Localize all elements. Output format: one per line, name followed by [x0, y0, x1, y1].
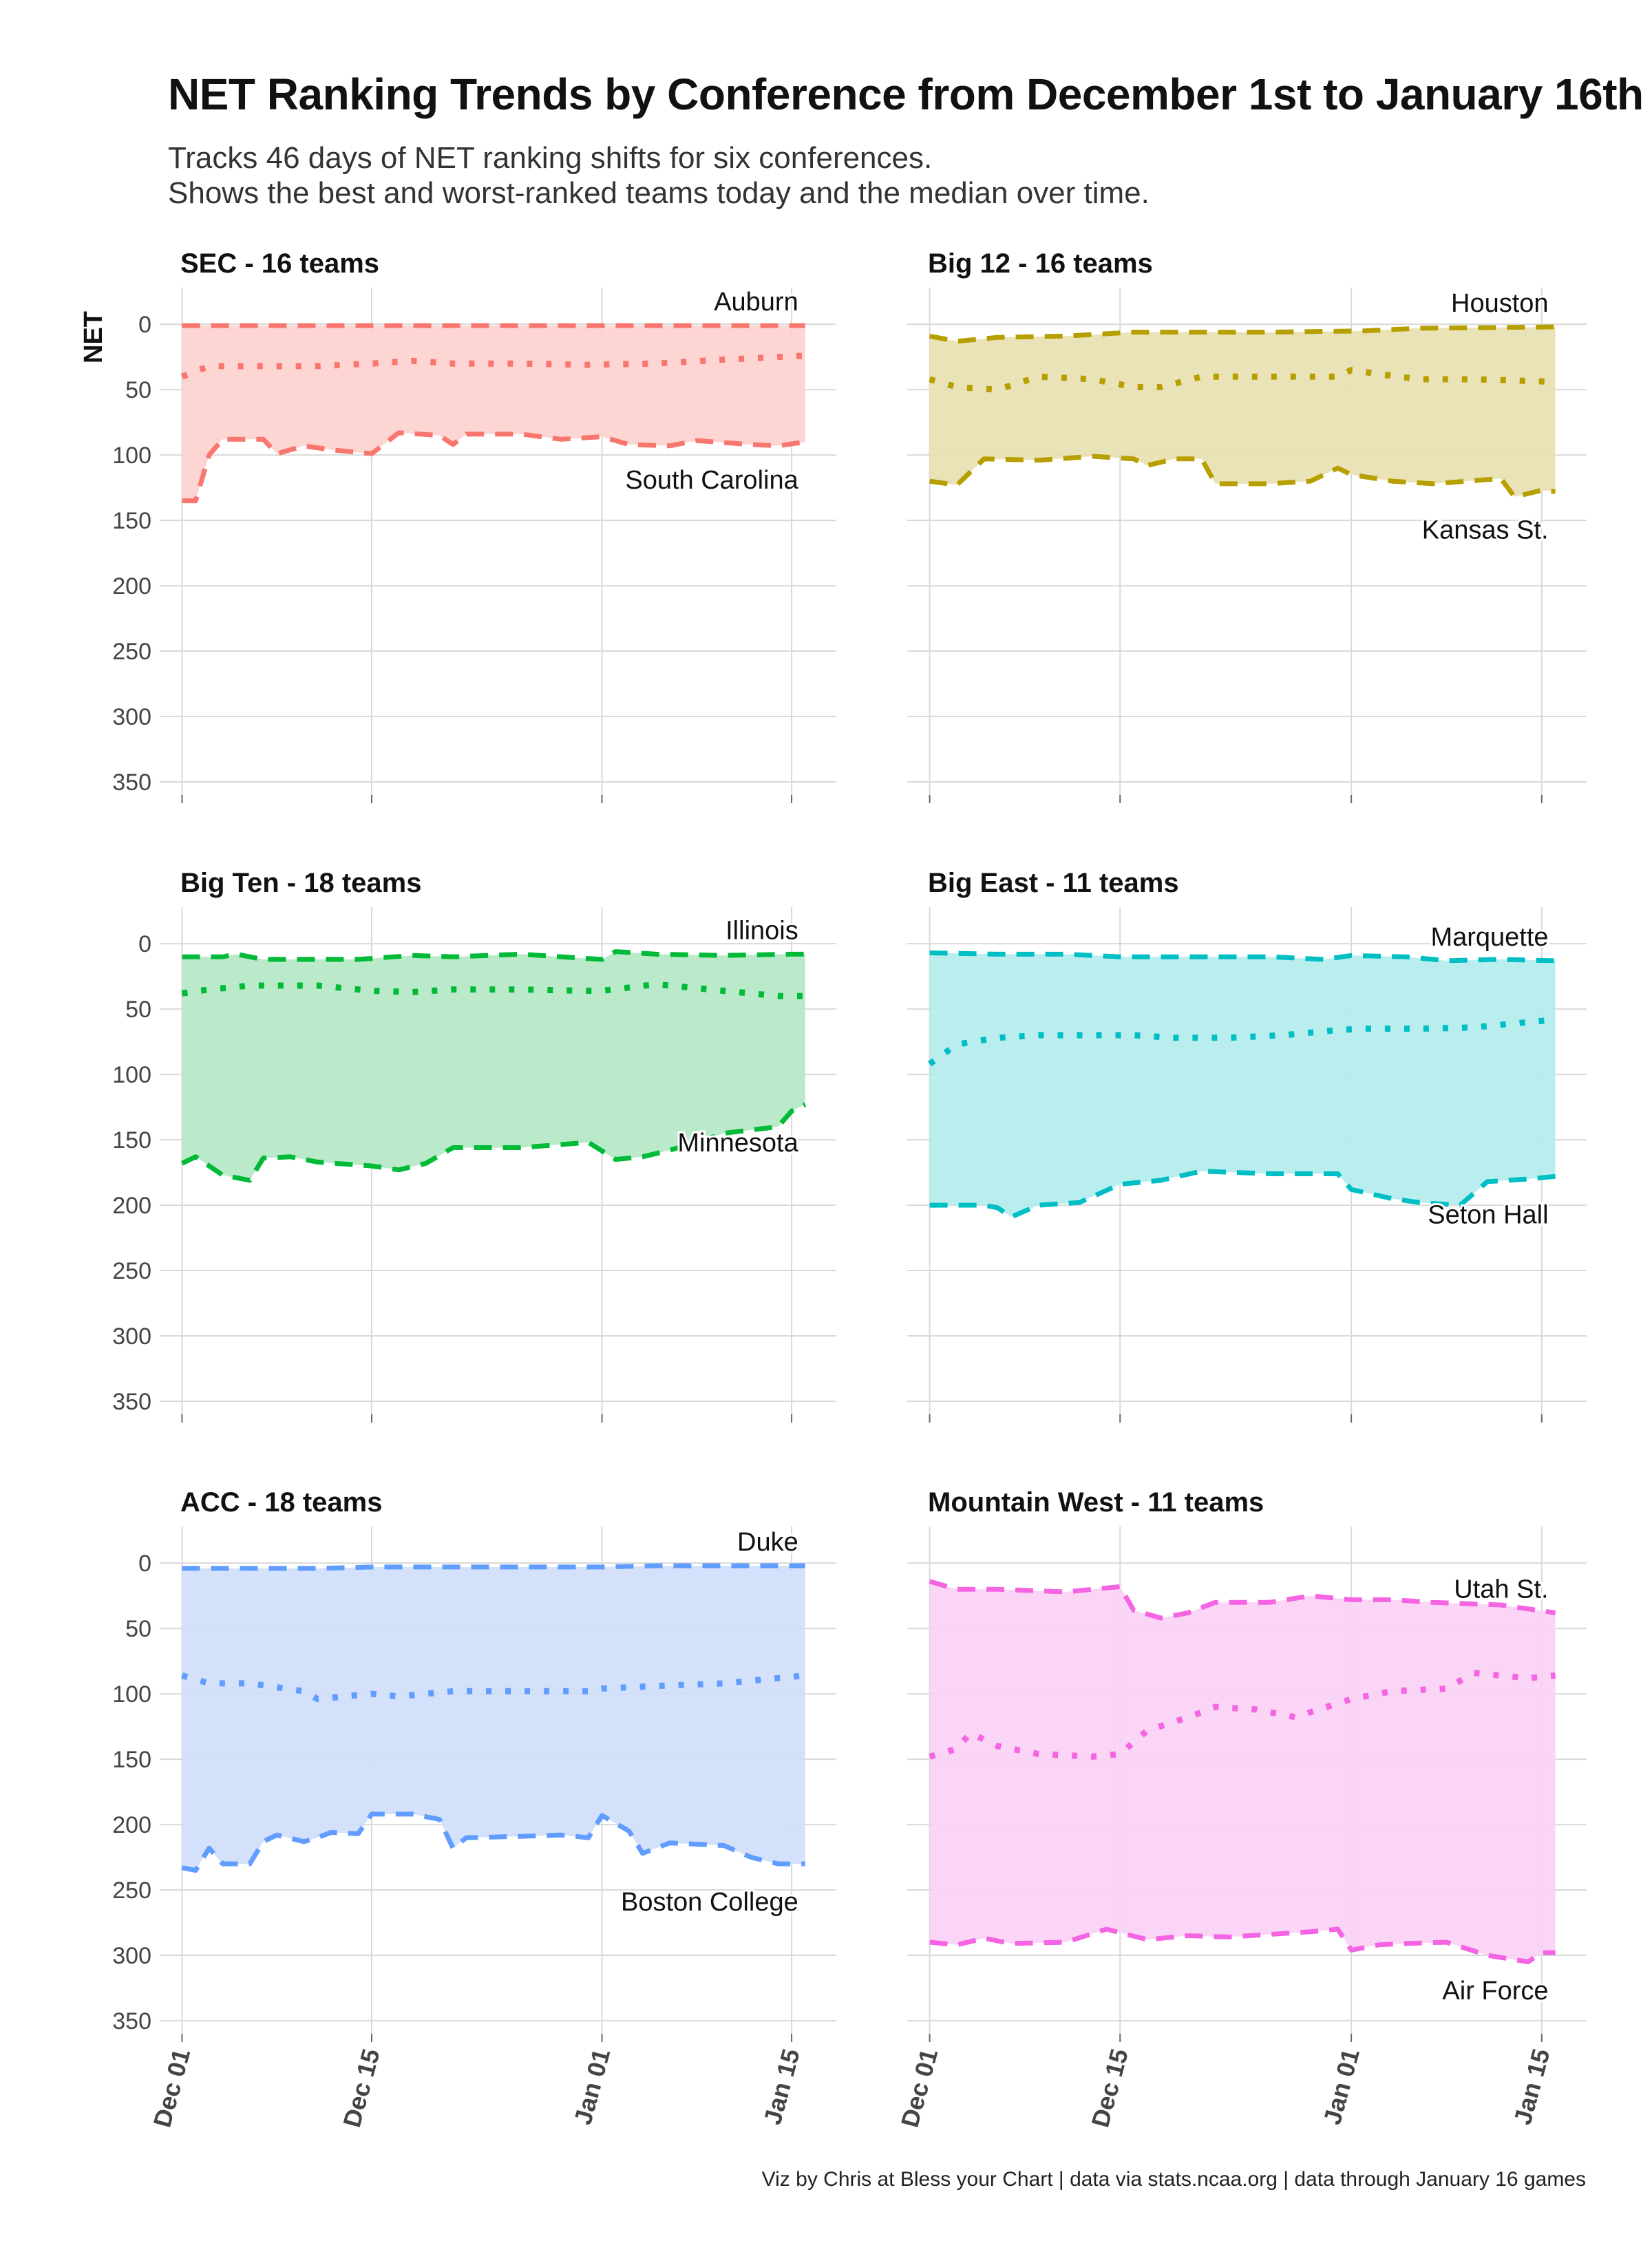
panel-6-range-ribbon	[929, 1581, 1556, 1962]
panel-5-worst-team-label: Boston College	[621, 1888, 798, 1917]
panel-4-title: Big East - 11 teams	[928, 868, 1179, 898]
panel-2-worst-line	[929, 454, 1556, 500]
panel-6-title: Mountain West - 11 teams	[928, 1487, 1264, 1518]
panel-6-best-team-label: Utah St.	[1454, 1575, 1548, 1604]
panel-5-range-ribbon	[182, 1566, 805, 1871]
chart-caption: Viz by Chris at Bless your Chart | data …	[761, 2168, 1586, 2191]
panel-6-x-tick-label: Jan 01	[1317, 2045, 1365, 2127]
panel-2-worst-team-label: Kansas St.	[1422, 515, 1549, 544]
panel-3-y-tick-label: 0	[138, 931, 151, 957]
panel-3-worst-line	[180, 1102, 807, 1183]
panel-3-median-line	[181, 981, 805, 999]
panel-6-x-tick-label: Dec 01	[896, 2045, 944, 2130]
panel-1-range-ribbon	[182, 326, 805, 501]
panel-5-y-tick-label: 250	[112, 1878, 151, 1904]
panel-5-x-tick-label: Jan 01	[569, 2045, 616, 2127]
panel-6-worst-line	[929, 1926, 1556, 1964]
panel-4-best-team-label: Marquette	[1430, 923, 1548, 952]
y-axis-title: NET	[79, 311, 108, 363]
panel-4-best-line	[929, 950, 1556, 964]
panel-3-best-team-label: Illinois	[726, 916, 798, 945]
panel-5-x-tick-label: Dec 15	[337, 2045, 385, 2130]
panel-1-y-tick-label: 100	[112, 443, 151, 469]
panel-2-range-ribbon	[929, 327, 1556, 497]
panel-1-worst-line	[182, 430, 806, 504]
panel-5-x-tick-label: Dec 01	[148, 2045, 196, 2130]
panel-3-y-tick-label: 350	[112, 1389, 151, 1415]
panel-3-y-tick-label: 100	[112, 1062, 151, 1088]
panel-5-worst-line	[181, 1811, 805, 1873]
panel-6-median-line	[929, 1670, 1556, 1760]
panel-2-best-team-label: Houston	[1451, 289, 1549, 318]
panel-1-y-tick-label: 150	[112, 508, 151, 534]
panel-2-best-line	[929, 324, 1556, 344]
panel-4-range-ribbon	[929, 953, 1556, 1217]
panel-6-x-tick-label: Dec 15	[1086, 2045, 1134, 2130]
panel-1-best-team-label: Auburn	[714, 288, 798, 317]
panel-5-x-tick-label: Jan 15	[758, 2045, 805, 2127]
chart-subtitle-line-1: Tracks 46 days of NET ranking shifts for…	[168, 141, 933, 175]
panel-1-y-tick-label: 250	[112, 639, 151, 665]
panel-5-y-tick-label: 0	[138, 1551, 151, 1577]
panel-3-y-tick-label: 50	[125, 997, 151, 1023]
panel-4-worst-team-label: Seton Hall	[1428, 1200, 1548, 1229]
panel-5-y-tick-label: 200	[112, 1812, 151, 1838]
chart-subtitle-line-2: Shows the best and worst-ranked teams to…	[168, 176, 1150, 210]
panel-3-y-tick-label: 150	[112, 1127, 151, 1153]
panel-6-worst-team-label: Air Force	[1442, 1977, 1548, 2006]
panel-1-y-tick-label: 350	[112, 769, 151, 796]
panel-1-worst-team-label: South Carolina	[625, 466, 798, 495]
panel-3-best-line	[182, 949, 805, 962]
panel-3-y-tick-label: 300	[112, 1323, 151, 1350]
panel-5-y-tick-label: 100	[112, 1681, 151, 1708]
panel-1-y-tick-label: 200	[112, 573, 151, 599]
panel-5-title: ACC - 18 teams	[180, 1487, 382, 1518]
panel-3-y-tick-label: 250	[112, 1258, 151, 1284]
panel-6-best-line	[929, 1579, 1556, 1621]
panel-1-y-tick-label: 300	[112, 704, 151, 730]
panel-2-median-line	[929, 367, 1556, 393]
panel-1-y-tick-label: 50	[125, 377, 151, 403]
panel-5-y-tick-label: 350	[112, 2008, 151, 2034]
panel-3-worst-team-label: Minnesota	[677, 1129, 798, 1158]
panel-5-y-tick-label: 50	[125, 1616, 151, 1642]
panel-5-median-line	[181, 1672, 806, 1703]
panel-4-worst-line	[929, 1169, 1556, 1220]
panel-5-best-line	[182, 1563, 805, 1571]
panel-1-median-line	[180, 352, 805, 380]
panel-3-title: Big Ten - 18 teams	[180, 868, 421, 898]
panel-5-y-tick-label: 150	[112, 1747, 151, 1773]
panel-6-x-tick-label: Jan 15	[1508, 2045, 1556, 2127]
panel-3-y-tick-label: 200	[112, 1193, 151, 1219]
panel-5-y-tick-label: 300	[112, 1943, 151, 1969]
panel-2-title: Big 12 - 16 teams	[928, 248, 1153, 279]
chart-title: NET Ranking Trends by Conference from De…	[168, 70, 1644, 119]
panel-3-range-ribbon	[182, 951, 805, 1180]
panel-1-y-tick-label: 0	[138, 312, 151, 338]
panel-1-title: SEC - 16 teams	[180, 248, 379, 279]
panel-5-best-team-label: Duke	[737, 1528, 798, 1557]
